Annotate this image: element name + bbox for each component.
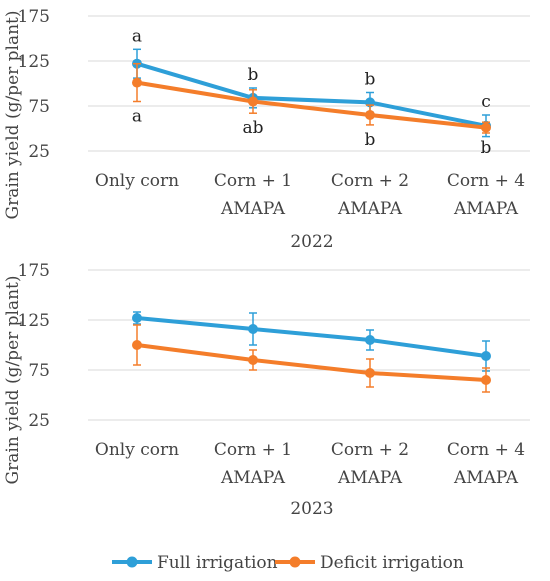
x-tick-label: AMAPA bbox=[453, 468, 519, 488]
data-point-full bbox=[481, 351, 491, 361]
data-point-deficit bbox=[481, 375, 491, 385]
chart-legend: Full irrigation Deficit irrigation bbox=[112, 553, 464, 573]
significance-letter-full: a bbox=[132, 26, 142, 46]
significance-letter-deficit: ab bbox=[242, 118, 263, 138]
panel-subtitle: 2023 bbox=[290, 499, 333, 519]
data-point-full bbox=[132, 313, 142, 323]
y-tick-label: 75 bbox=[28, 361, 50, 381]
x-tick-label: AMAPA bbox=[337, 468, 403, 488]
x-tick-label: AMAPA bbox=[453, 199, 519, 219]
data-point-deficit bbox=[365, 110, 375, 120]
significance-letter-deficit: a bbox=[132, 107, 142, 127]
series-line-full bbox=[135, 61, 488, 128]
x-tick-label: Corn + 2 bbox=[331, 171, 409, 191]
data-point-deficit bbox=[248, 96, 258, 107]
series-line-deficit bbox=[135, 343, 488, 382]
significance-letter-full: b bbox=[365, 70, 376, 90]
data-point-deficit bbox=[132, 340, 142, 350]
y-tick-label: 125 bbox=[18, 311, 50, 331]
legend-full-irrigation-marker bbox=[126, 556, 138, 568]
legend-full-irrigation-label: Full irrigation bbox=[157, 553, 278, 573]
data-point-deficit bbox=[132, 77, 142, 88]
series-line-full bbox=[135, 316, 488, 358]
data-point-deficit bbox=[248, 355, 258, 365]
legend-deficit-irrigation-label: Deficit irrigation bbox=[320, 553, 464, 573]
x-tick-label: Corn + 4 bbox=[447, 171, 525, 191]
data-point-deficit bbox=[365, 368, 375, 378]
y-tick-label: 125 bbox=[18, 52, 50, 72]
significance-letter-full: b bbox=[248, 65, 259, 85]
data-point-full bbox=[248, 324, 258, 334]
y-tick-label: 25 bbox=[28, 411, 50, 431]
y-tick-label: 25 bbox=[28, 142, 50, 162]
y-axis-label: Grain yield (g/per plant) bbox=[3, 10, 23, 219]
data-point-full bbox=[365, 335, 375, 345]
x-tick-label: Corn + 2 bbox=[331, 440, 409, 460]
x-tick-label: AMAPA bbox=[220, 199, 286, 219]
legend-deficit-irrigation-marker bbox=[289, 556, 301, 568]
significance-letter-deficit: b bbox=[481, 138, 492, 158]
x-tick-label: Corn + 1 bbox=[214, 171, 292, 191]
x-tick-label: Corn + 1 bbox=[214, 440, 292, 460]
series-line-deficit bbox=[135, 80, 488, 130]
x-tick-label: AMAPA bbox=[337, 199, 403, 219]
x-tick-label: Only corn bbox=[95, 440, 179, 460]
x-tick-label: AMAPA bbox=[220, 468, 286, 488]
x-tick-label: Corn + 4 bbox=[447, 440, 525, 460]
data-point-deficit bbox=[481, 122, 491, 133]
y-axis-label: Grain yield (g/per plant) bbox=[3, 275, 23, 484]
y-tick-label: 175 bbox=[18, 7, 50, 27]
significance-letter-full: c bbox=[481, 92, 491, 112]
panel-subtitle: 2022 bbox=[290, 232, 333, 252]
y-tick-label: 75 bbox=[28, 97, 50, 117]
significance-letter-deficit: b bbox=[365, 130, 376, 150]
x-tick-label: Only corn bbox=[95, 171, 179, 191]
y-tick-label: 175 bbox=[18, 261, 50, 281]
